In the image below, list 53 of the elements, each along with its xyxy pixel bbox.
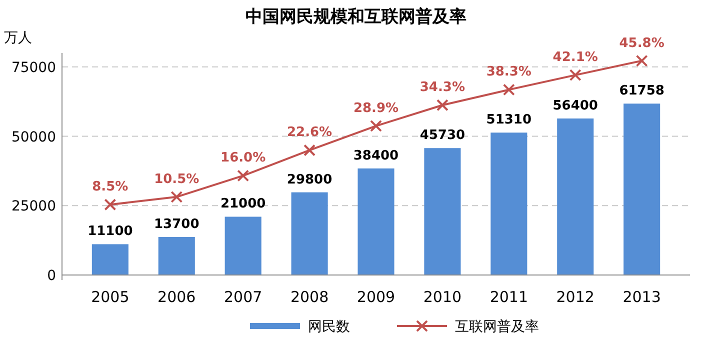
bar: [224, 216, 262, 275]
data-label: 8.5%: [92, 180, 128, 195]
x-tick-label: 2007: [224, 288, 262, 306]
bar: [424, 148, 461, 275]
bar: [158, 236, 195, 275]
data-label: 29800: [286, 172, 332, 188]
point: [370, 120, 382, 132]
data-label: 45.8%: [619, 36, 664, 51]
point: [304, 144, 316, 156]
y-tick-label: 75000: [11, 60, 56, 76]
bar: [92, 244, 128, 275]
data-label: 13700: [154, 216, 200, 232]
x-tick-label: 2005: [91, 288, 130, 306]
bar: [358, 168, 394, 275]
data-label: 51310: [486, 112, 532, 128]
point: [636, 54, 648, 67]
data-label: 28.9%: [353, 100, 399, 116]
point: [104, 198, 116, 211]
point: [502, 84, 515, 96]
data-label: 42.1%: [552, 50, 598, 66]
x-tick-label: 2008: [290, 288, 329, 306]
data-label: 38.3%: [486, 64, 532, 80]
x-tick-label: 2012: [556, 288, 594, 306]
point: [569, 69, 582, 82]
y-tick-label: 50000: [11, 129, 56, 146]
data-label: 56400: [552, 98, 598, 114]
legend-label: 网民数: [308, 319, 350, 335]
x-tick-label: 2013: [622, 288, 661, 306]
data-label: 21000: [220, 196, 266, 212]
point: [237, 170, 250, 182]
data-label: 61758: [619, 84, 664, 99]
x-tick-label: 2006: [158, 288, 196, 306]
data-label: 45730: [420, 128, 466, 144]
y-axis-title: 万人: [4, 30, 32, 46]
bar: [490, 132, 528, 275]
data-label: 11100: [88, 224, 133, 240]
data-label: 34.3%: [420, 80, 466, 96]
data-label: 38400: [353, 148, 399, 164]
data-label: 16.0%: [220, 150, 266, 166]
bar: [624, 104, 660, 275]
bar: [557, 118, 594, 275]
data-label: 10.5%: [154, 172, 200, 187]
chart-title: 中国网民规模和互联网普及率: [246, 6, 466, 27]
data-label: 22.6%: [286, 125, 332, 140]
x-tick-label: 2009: [356, 288, 396, 306]
bar: [291, 192, 328, 275]
x-tick-label: 2010: [423, 288, 462, 306]
y-tick-label: 0: [47, 268, 56, 284]
x-tick-label: 2011: [490, 288, 528, 306]
point: [170, 190, 183, 203]
point: [436, 99, 448, 112]
legend-label: 互联网普及率: [455, 318, 539, 335]
y-tick-label: 25000: [11, 198, 56, 215]
